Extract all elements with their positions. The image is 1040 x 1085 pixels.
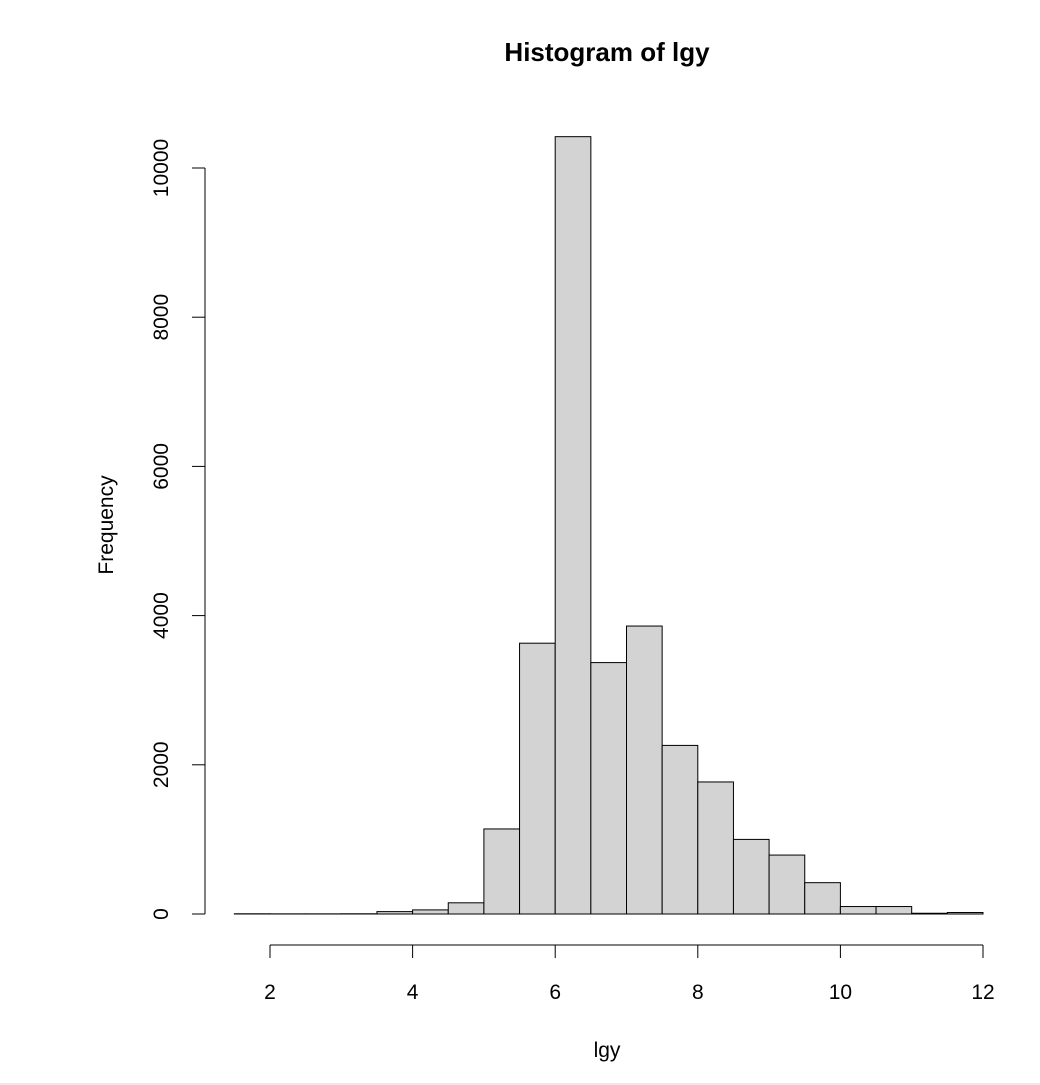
x-tick-label: 10 (829, 981, 852, 1004)
y-tick-label: 10000 (150, 139, 173, 197)
x-tick-label: 8 (692, 981, 704, 1004)
y-tick-label: 8000 (150, 294, 173, 341)
y-tick-label: 0 (150, 908, 173, 920)
histogram-bar (483, 828, 521, 915)
x-axis-title: lgy (594, 1039, 621, 1062)
y-tick-label: 2000 (150, 741, 173, 788)
histogram-bar (376, 911, 414, 915)
histogram-bar (732, 838, 770, 915)
x-tick-label: 4 (407, 981, 419, 1004)
y-axis-title: Frequency (95, 475, 118, 575)
histogram-bar (946, 912, 984, 915)
histogram-bar (804, 882, 841, 915)
x-axis: 2 4 6 8 10 12 (264, 944, 995, 1004)
histogram-bar (661, 744, 699, 915)
histogram-bar (554, 136, 592, 915)
bars-group (233, 136, 984, 915)
histogram-bar (697, 781, 734, 915)
y-tick-label: 4000 (150, 592, 173, 639)
histogram-bar (412, 909, 449, 915)
histogram-bar (768, 854, 806, 915)
histogram-bar (911, 912, 948, 915)
histogram-bar (447, 902, 485, 915)
x-tick-label: 12 (971, 981, 994, 1004)
histogram-bar (590, 662, 627, 915)
histogram-bar (626, 625, 663, 915)
y-tick-label: 6000 (150, 443, 173, 490)
y-axis: 0 2000 4000 6000 8000 10000 (150, 139, 206, 920)
x-tick-label: 2 (264, 981, 276, 1004)
histogram-bar (839, 906, 877, 915)
x-tick-label: 6 (549, 981, 561, 1004)
histogram-bar (519, 642, 556, 915)
chart-title: Histogram of lgy (504, 37, 710, 67)
histogram-bar (875, 906, 913, 915)
